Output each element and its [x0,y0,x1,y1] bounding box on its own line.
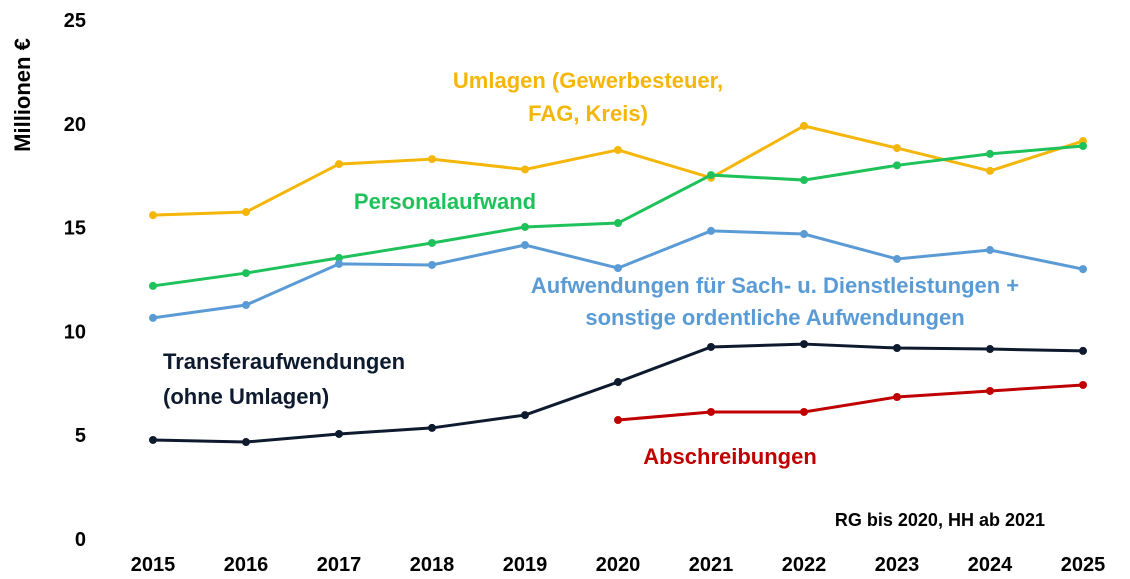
x-tick-label: 2016 [224,554,269,576]
data-point [1079,142,1087,151]
data-point [428,260,436,269]
data-point [521,241,529,250]
data-point [800,230,808,239]
data-point [614,416,622,425]
y-tick-label: 25 [64,10,86,32]
data-point [893,254,901,263]
data-point [521,411,529,420]
data-point [335,259,343,268]
x-tick-label: 2024 [968,554,1013,576]
series-line [152,124,1084,217]
data-point [1079,265,1087,274]
series-label: Abschreibungen [643,444,817,469]
data-point [428,238,436,247]
y-tick-label: 10 [64,321,86,343]
x-tick-label: 2017 [317,554,362,576]
y-tick-label: 15 [64,218,86,240]
data-point [986,246,994,255]
data-point [1079,346,1087,355]
data-point [614,378,622,387]
data-point [149,435,157,444]
data-point [242,208,250,217]
annotation: RG bis 2020, HH ab 2021 [835,510,1045,530]
data-point [707,171,715,180]
data-point [242,269,250,278]
data-point [893,344,901,353]
data-point [986,149,994,158]
data-point [893,393,901,402]
data-point [800,176,808,185]
data-point [986,386,994,395]
data-point [800,121,808,130]
data-point [614,264,622,273]
data-point [335,429,343,438]
data-point [335,160,343,169]
series-label: Aufwendungen für Sach- u. Dienstleistung… [531,273,1019,330]
data-point [335,253,343,262]
series-label-line: (ohne Umlagen) [163,384,329,409]
data-point [242,438,250,447]
series-label-line: Umlagen (Gewerbesteuer, [453,68,723,93]
data-point [428,423,436,432]
y-tick-label: 0 [75,529,86,551]
data-point [428,155,436,164]
data-point [800,340,808,349]
x-tick-label: 2015 [131,554,176,576]
x-tick-label: 2021 [689,554,734,576]
x-tick-label: 2025 [1061,554,1106,576]
data-point [707,226,715,235]
series-label-line: Aufwendungen für Sach- u. Dienstleistung… [531,273,1019,298]
data-point [707,407,715,416]
series-line [617,383,1084,422]
data-point [614,145,622,154]
series-label-line: sonstige ordentliche Aufwendungen [585,305,964,330]
series-label: Transferaufwendungen (ohne Umlagen) [163,349,405,409]
data-point [707,342,715,351]
data-point [893,161,901,170]
data-point [614,219,622,228]
data-point [893,144,901,153]
data-point [800,407,808,416]
data-point [986,166,994,175]
data-point [149,313,157,322]
data-point [521,165,529,174]
y-axis-label: Millionen € [10,38,35,152]
data-point [149,211,157,220]
data-point [986,345,994,354]
data-point [149,281,157,290]
x-tick-label: 2020 [596,554,641,576]
y-tick-label: 20 [64,114,86,136]
y-tick-label: 5 [75,425,86,447]
series-label-line: Transferaufwendungen [163,349,405,374]
x-tick-label: 2022 [782,554,827,576]
series-label: Umlagen (Gewerbesteuer, FAG, Kreis) [453,68,723,126]
x-tick-label: 2018 [410,554,455,576]
x-tick-label: 2019 [503,554,548,576]
data-point [242,301,250,310]
series-label-line: FAG, Kreis) [528,101,648,126]
series-label-line: Abschreibungen [643,444,817,469]
data-point [521,222,529,231]
series-label: Personalaufwand [354,189,536,214]
data-point [1079,380,1087,389]
series-label-line: Personalaufwand [354,189,536,214]
x-tick-label: 2023 [875,554,920,576]
